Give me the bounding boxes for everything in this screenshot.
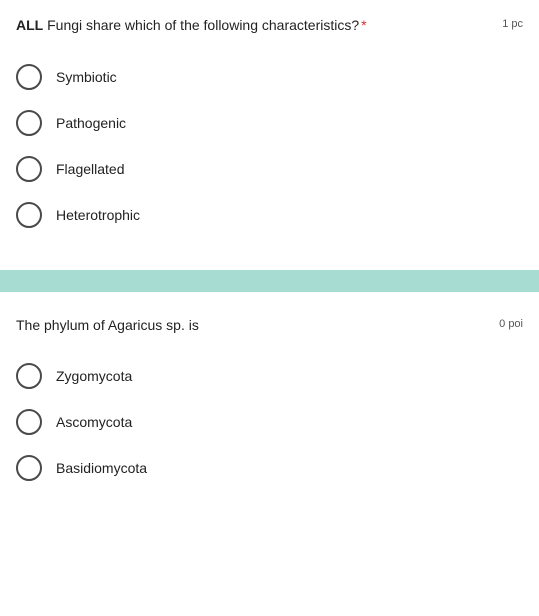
radio-option[interactable]: Heterotrophic [16,202,523,228]
question-header: The phylum of Agaricus sp. is 0 poi [16,316,523,336]
section-divider [0,270,539,292]
option-label: Ascomycota [56,414,132,430]
radio-option[interactable]: Ascomycota [16,409,523,435]
question-text: The phylum of Agaricus sp. is [16,316,201,336]
radio-option[interactable]: Flagellated [16,156,523,182]
points-label: 0 poi [499,318,523,330]
option-label: Basidiomycota [56,460,147,476]
required-marker: * [361,17,366,33]
radio-circle-icon [16,409,42,435]
radio-circle-icon [16,363,42,389]
option-label: Flagellated [56,161,125,177]
radio-option[interactable]: Symbiotic [16,64,523,90]
question-text: ALL Fungi share which of the following c… [16,16,367,36]
options-list: Zygomycota Ascomycota Basidiomycota [16,363,523,481]
radio-option[interactable]: Pathogenic [16,110,523,136]
question-block: The phylum of Agaricus sp. is 0 poi Zygo… [0,300,539,502]
options-list: Symbiotic Pathogenic Flagellated Heterot… [16,64,523,228]
question-rest: Fungi share which of the following chara… [43,17,359,33]
option-label: Symbiotic [56,69,117,85]
points-label: 1 pc [502,18,523,30]
radio-circle-icon [16,110,42,136]
radio-option[interactable]: Zygomycota [16,363,523,389]
radio-circle-icon [16,202,42,228]
radio-circle-icon [16,455,42,481]
question-rest: The phylum of Agaricus sp. is [16,317,199,333]
question-header: ALL Fungi share which of the following c… [16,16,523,36]
option-label: Pathogenic [56,115,126,131]
option-label: Zygomycota [56,368,132,384]
radio-circle-icon [16,64,42,90]
radio-circle-icon [16,156,42,182]
radio-option[interactable]: Basidiomycota [16,455,523,481]
question-block: ALL Fungi share which of the following c… [0,0,539,248]
question-prefix-bold: ALL [16,17,43,33]
option-label: Heterotrophic [56,207,140,223]
